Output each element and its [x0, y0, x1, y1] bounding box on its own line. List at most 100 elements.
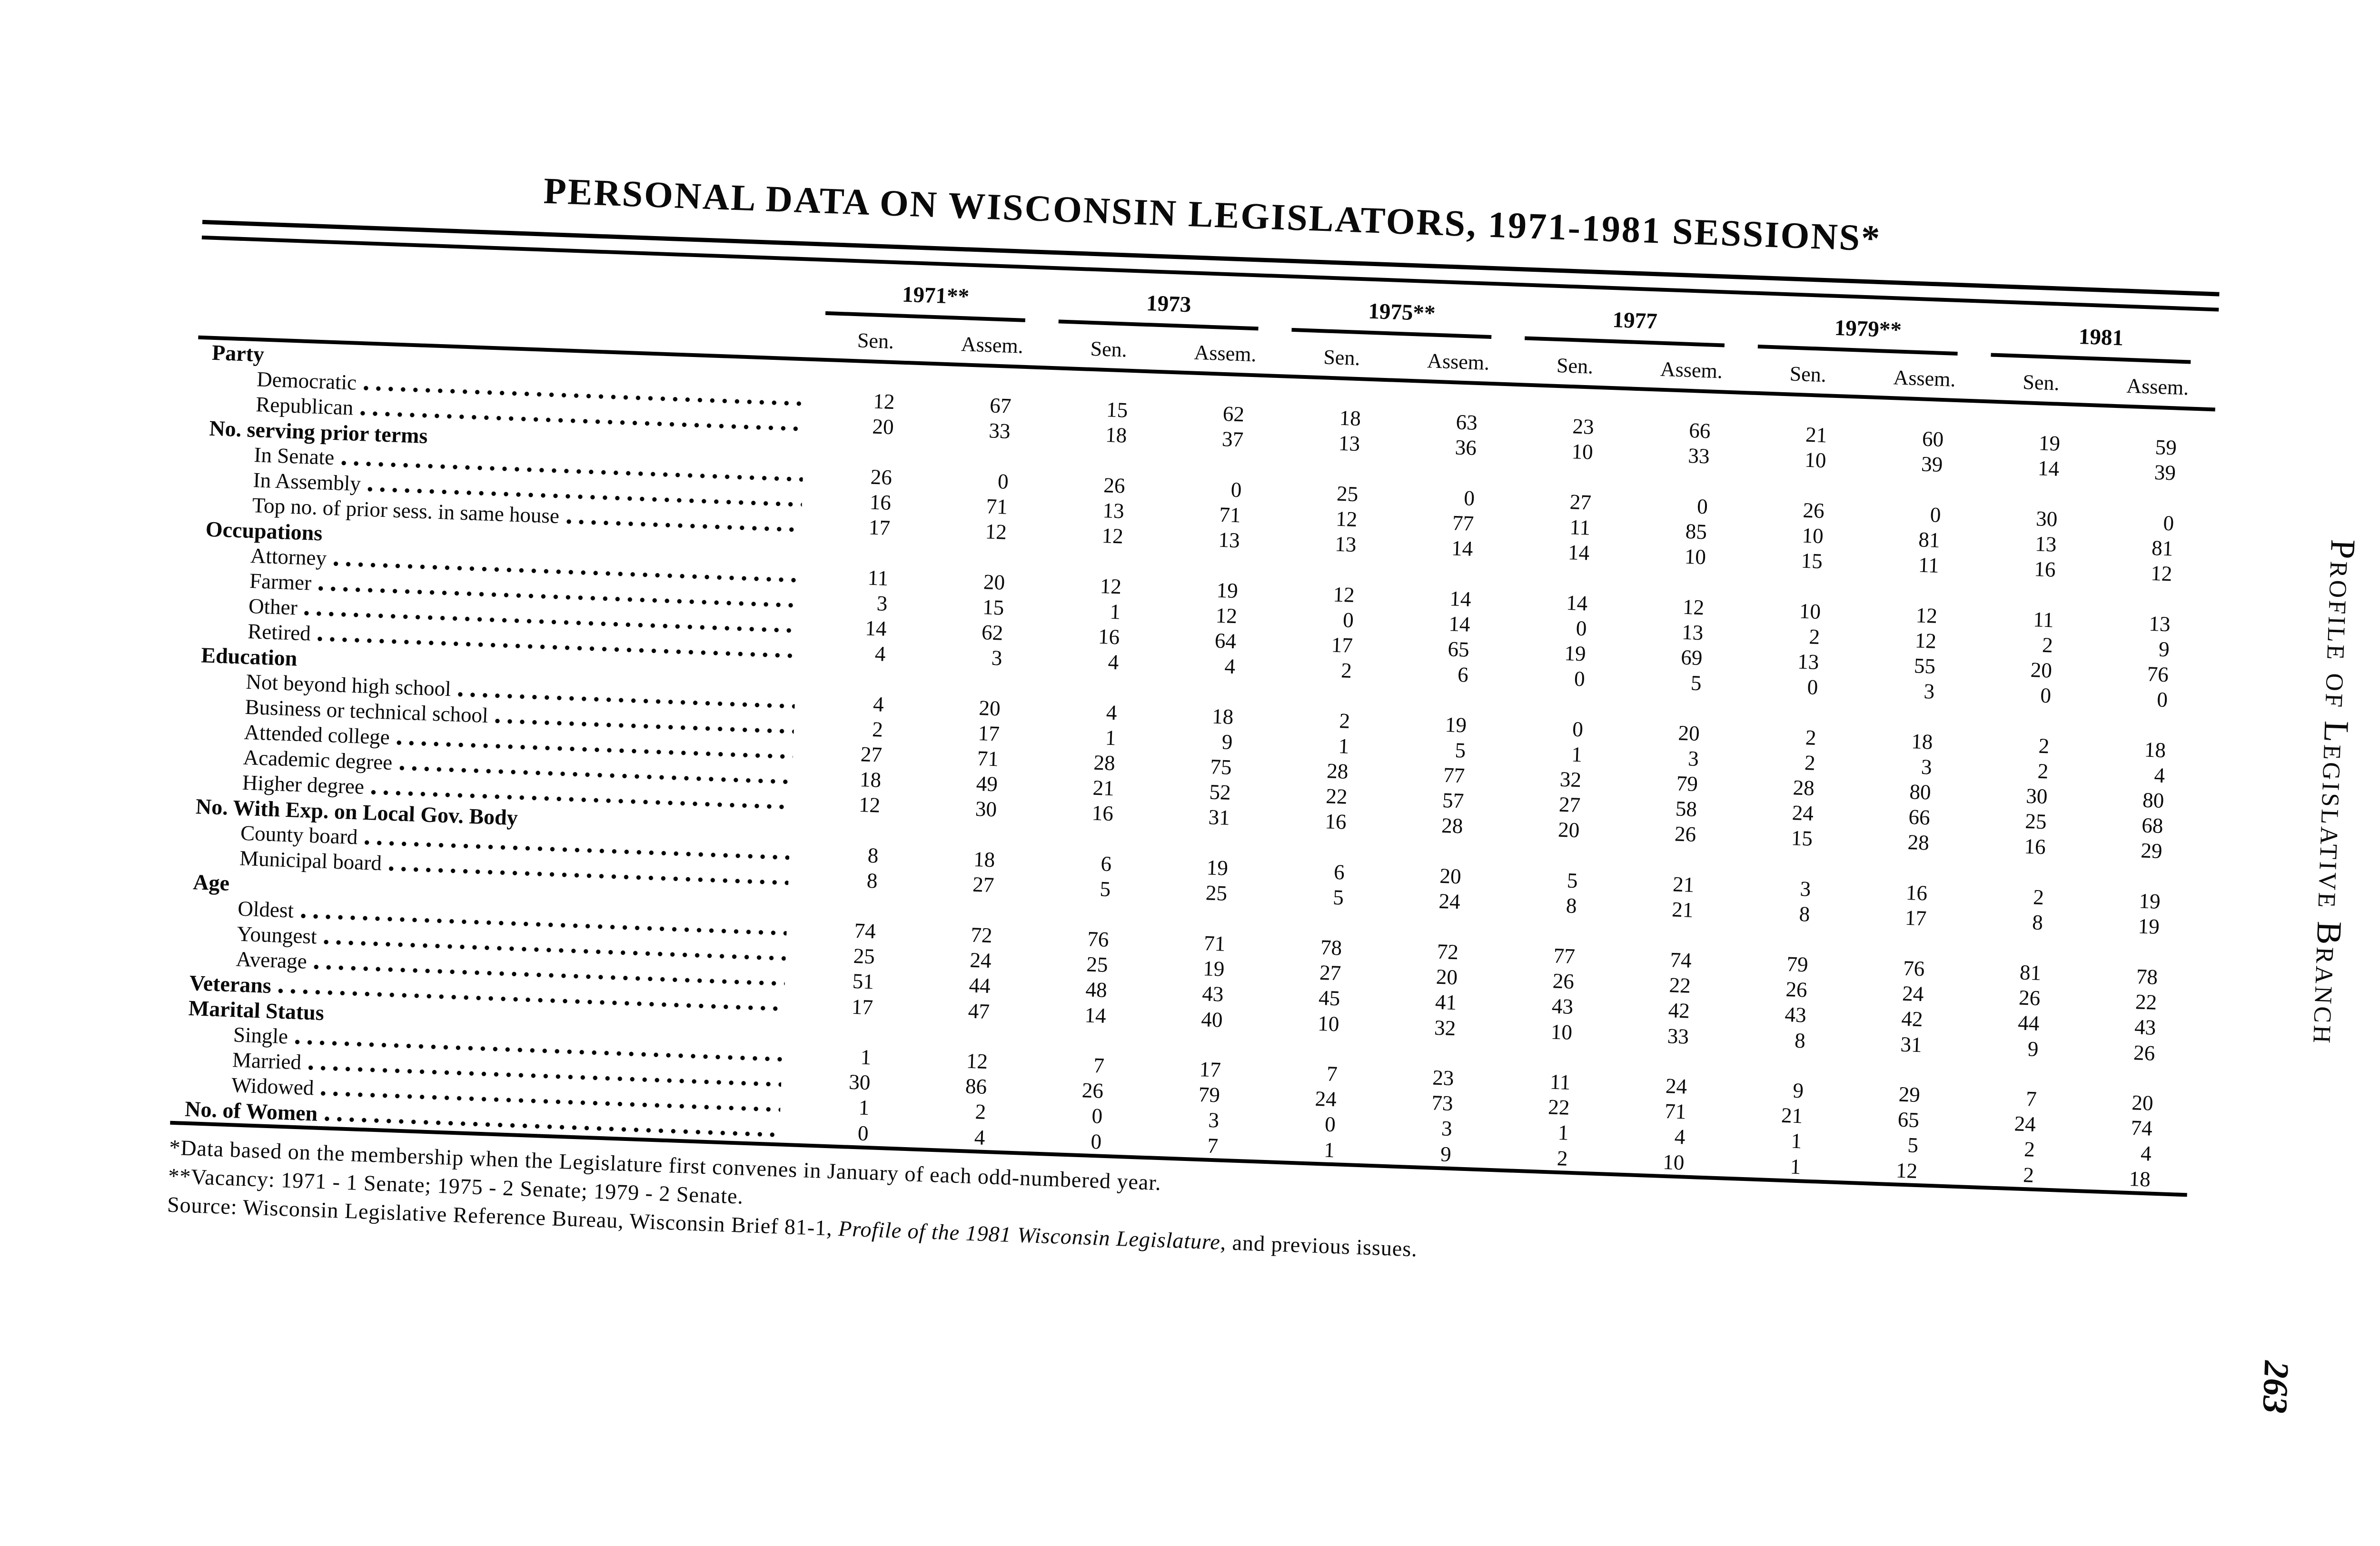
value-cell: 69	[1680, 645, 1703, 670]
value-cell: 20	[983, 570, 1006, 595]
value-cell: 2	[1808, 624, 1821, 649]
column-header-assem: Assem.	[2126, 374, 2190, 400]
value-cell: 1	[1323, 1138, 1335, 1162]
value-cell: 65	[1897, 1107, 1920, 1132]
row-label: In Senate	[253, 443, 335, 470]
value-cell: 8	[1566, 893, 1577, 918]
value-cell: 80	[1909, 779, 1932, 804]
value-cell: 0	[2162, 511, 2175, 535]
value-cell: 13	[1218, 527, 1240, 553]
value-cell: 0	[1463, 486, 1475, 510]
value-cell: 10	[1799, 599, 1821, 624]
value-cell: 43	[1784, 1002, 1807, 1027]
value-cell: 42	[1667, 998, 1690, 1023]
value-cell	[1499, 860, 1616, 864]
value-cell: 2	[1805, 725, 1817, 750]
value-cell: 24	[1314, 1086, 1337, 1111]
value-cell	[1865, 419, 1982, 423]
value-cell: 7	[1207, 1133, 1219, 1158]
value-cell: 2	[2033, 885, 2044, 910]
value-cell: 11	[867, 565, 889, 590]
value-cell: 14	[1084, 1003, 1107, 1028]
year-header: 1971**	[902, 282, 970, 309]
row-label: Farmer	[249, 568, 312, 595]
value-cell: 13	[1102, 498, 1125, 523]
value-cell	[2079, 957, 2195, 961]
value-cell: 10	[1571, 439, 1594, 464]
value-cell: 12	[1100, 574, 1122, 599]
value-cell: 14	[1451, 536, 1474, 561]
value-cell: 2	[872, 717, 883, 742]
value-cell: 66	[1908, 804, 1931, 830]
value-cell: 3	[1687, 746, 1699, 771]
value-cell: 8	[1798, 902, 1811, 926]
value-cell: 64	[1214, 628, 1237, 654]
row-label: Attorney	[250, 543, 327, 570]
value-cell: 7	[2025, 1087, 2037, 1111]
value-cell: 25	[2024, 809, 2047, 834]
value-cell	[1492, 1062, 1608, 1066]
value-cell: 26	[2018, 985, 2041, 1011]
value-cell: 17	[1330, 633, 1353, 657]
value-cell: 30	[2035, 506, 2058, 531]
value-cell	[1515, 406, 1632, 411]
value-cell: 3	[1921, 754, 1933, 779]
value-cell: 81	[2019, 960, 2042, 985]
value-cell: 5	[1454, 738, 1466, 763]
value-cell	[1737, 717, 1854, 722]
value-cell	[1858, 595, 1975, 600]
value-cell	[1159, 570, 1276, 575]
value-cell: 2	[2023, 1137, 2035, 1161]
row-label: Other	[248, 594, 298, 620]
value-cell: 18	[2128, 1167, 2151, 1191]
value-cell: 36	[1454, 435, 1477, 460]
value-cell: 19	[1202, 956, 1225, 981]
value-cell: 20	[1557, 817, 1580, 842]
value-cell: 14	[864, 616, 887, 641]
value-cell	[2087, 730, 2203, 734]
value-cell: 21	[1672, 872, 1695, 897]
value-cell: 18	[1911, 729, 1934, 754]
value-cell: 4	[874, 642, 886, 666]
value-cell	[1282, 398, 1398, 402]
value-cell: 17	[1904, 905, 1927, 931]
value-cell: 1	[1109, 599, 1121, 624]
value-cell: 21	[1805, 422, 1828, 447]
row-label: County board	[240, 821, 358, 849]
value-cell: 0	[1090, 1129, 1102, 1154]
value-cell: 26	[1552, 969, 1575, 994]
value-cell: 51	[852, 969, 874, 994]
value-cell	[1388, 705, 1504, 709]
value-cell	[810, 558, 926, 562]
value-cell: 6	[1457, 662, 1469, 687]
value-cell: 71	[1203, 931, 1226, 956]
value-cell: 22	[1668, 973, 1691, 998]
value-cell	[1632, 411, 1748, 415]
value-cell	[932, 386, 1049, 390]
row-label: Oldest	[237, 896, 294, 922]
value-cell	[1496, 936, 1613, 940]
value-cell: 18	[1105, 423, 1128, 447]
value-cell: 1	[1557, 1120, 1569, 1145]
value-cell: 14	[2037, 456, 2060, 481]
value-cell	[813, 457, 930, 461]
value-cell: 21	[1671, 897, 1694, 922]
value-cell: 33	[1667, 1024, 1689, 1049]
value-cell: 9	[2027, 1037, 2039, 1061]
value-cell: 16	[1324, 809, 1347, 834]
value-cell: 40	[1200, 1007, 1223, 1032]
value-cell: 71	[976, 746, 999, 771]
value-cell	[1165, 394, 1282, 398]
value-cell	[1142, 1050, 1259, 1054]
value-cell: 4	[2140, 1141, 2152, 1166]
value-cell: 30	[975, 796, 997, 822]
value-cell: 32	[1434, 1015, 1457, 1041]
value-cell: 0	[1572, 717, 1584, 742]
value-cell: 27	[860, 742, 883, 767]
value-cell: 7	[1326, 1061, 1338, 1086]
value-cell: 0	[2156, 687, 2168, 712]
value-cell: 39	[1921, 452, 1944, 477]
value-cell	[1981, 423, 2098, 427]
year-header: 1975**	[1368, 298, 1436, 326]
